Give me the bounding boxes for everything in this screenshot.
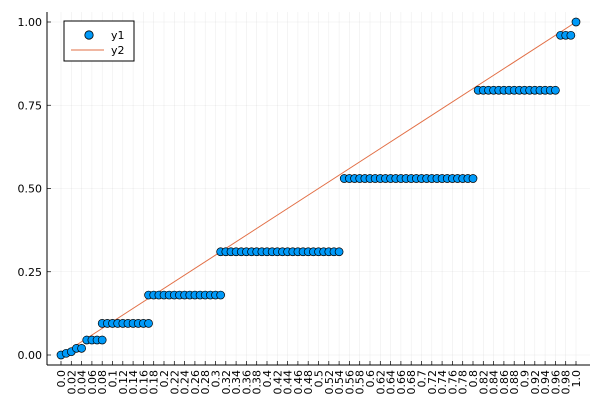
x-tick-label: 0.96 [549, 370, 562, 395]
x-tick-label: 0.46 [292, 370, 305, 395]
y1-point [571, 17, 581, 27]
x-tick-label: 0.7 [416, 370, 429, 388]
x-tick-label: 0.82 [477, 370, 490, 395]
series-y2-line [60, 21, 577, 356]
axes [46, 12, 590, 366]
y2-line [60, 21, 577, 356]
x-tick-label: 0.44 [282, 370, 295, 395]
legend-y1-marker [84, 30, 94, 40]
x-tick-label: 0.78 [457, 370, 470, 395]
x-tick-label: 0.64 [385, 370, 398, 395]
x-tick-label: 1.0 [570, 370, 583, 388]
x-tick-label: 0.76 [446, 370, 459, 395]
x-tick-label: 0.4 [261, 370, 274, 388]
x-tick-label: 0.58 [354, 370, 367, 395]
grid [47, 12, 590, 365]
x-tick-label: 0.88 [508, 370, 521, 395]
x-tick-label: 0.86 [498, 370, 511, 395]
x-tick-label: 0.12 [117, 370, 130, 395]
x-tick-label: 0.38 [251, 370, 264, 395]
x-tick-label: 0.6 [364, 370, 377, 388]
x-tick-label: 0.84 [488, 370, 501, 395]
x-tick-label: 0.14 [127, 370, 140, 395]
x-tick-label: 0.52 [323, 370, 336, 395]
y-tick-label: 0.25 [18, 266, 43, 279]
x-tick-label: 0.72 [426, 370, 439, 395]
legend: y1 y2 [63, 20, 135, 62]
x-tick-label: 0.74 [436, 370, 449, 395]
y-tick-label: 1.00 [18, 16, 43, 29]
x-tick-label: 0.02 [65, 370, 78, 395]
x-tick-label: 0.9 [519, 370, 532, 388]
x-tick-label: 0.3 [210, 370, 223, 388]
x-tick-label: 0.1 [107, 370, 120, 388]
x-tick-label: 0.8 [467, 370, 480, 388]
y-tick-labels: 0.00 0.25 0.50 0.75 1.00 [18, 16, 43, 362]
legend-box [63, 20, 135, 62]
y-tick-label: 0.50 [18, 183, 43, 196]
x-tick-label: 0.08 [96, 370, 109, 395]
y1-point [144, 319, 153, 328]
x-tick-label: 0.66 [395, 370, 408, 395]
x-tick-label: 0.04 [76, 370, 89, 395]
x-tick-label: 0.26 [189, 370, 202, 395]
x-tick-label: 0.0 [55, 370, 68, 388]
x-tick-label: 0.92 [529, 370, 542, 395]
x-tick-label: 0.28 [199, 370, 212, 395]
x-tick-label: 0.42 [271, 370, 284, 395]
x-tick-label: 0.2 [158, 370, 171, 388]
y1-point [334, 247, 344, 257]
x-tick-label: 0.98 [560, 370, 573, 395]
x-tick-label: 0.24 [179, 370, 192, 395]
x-tick-label: 0.06 [86, 370, 99, 395]
x-tick-labels: 0.00.020.040.060.080.10.120.140.160.180.… [55, 370, 583, 395]
x-tick-label: 0.5 [313, 370, 326, 388]
series-y1-points [56, 17, 581, 360]
x-tick-label: 0.68 [405, 370, 418, 395]
y1-point [566, 30, 576, 40]
x-tick-label: 0.16 [137, 370, 150, 395]
y1-point [77, 343, 86, 353]
x-tick-label: 0.62 [374, 370, 387, 395]
x-tick-label: 0.48 [302, 370, 315, 395]
x-tick-label: 0.56 [343, 370, 356, 395]
y1-point [551, 85, 560, 95]
y1-point [97, 335, 107, 345]
y-tick-label: 0.75 [18, 99, 43, 112]
y1-point [216, 290, 225, 300]
x-tick-label: 0.54 [333, 370, 346, 395]
x-tick-label: 0.32 [220, 370, 233, 395]
y-tick-label: 0.00 [18, 349, 43, 362]
x-tick-label: 0.94 [539, 370, 552, 395]
x-tick-label: 0.34 [230, 370, 243, 395]
x-tick-label: 0.36 [240, 370, 253, 395]
x-tick-label: 0.22 [168, 370, 181, 395]
legend-y2-label: y2 [111, 44, 125, 57]
x-tick-label: 0.18 [148, 370, 161, 395]
legend-y1-label: y1 [111, 29, 125, 42]
y1-point [468, 174, 478, 183]
